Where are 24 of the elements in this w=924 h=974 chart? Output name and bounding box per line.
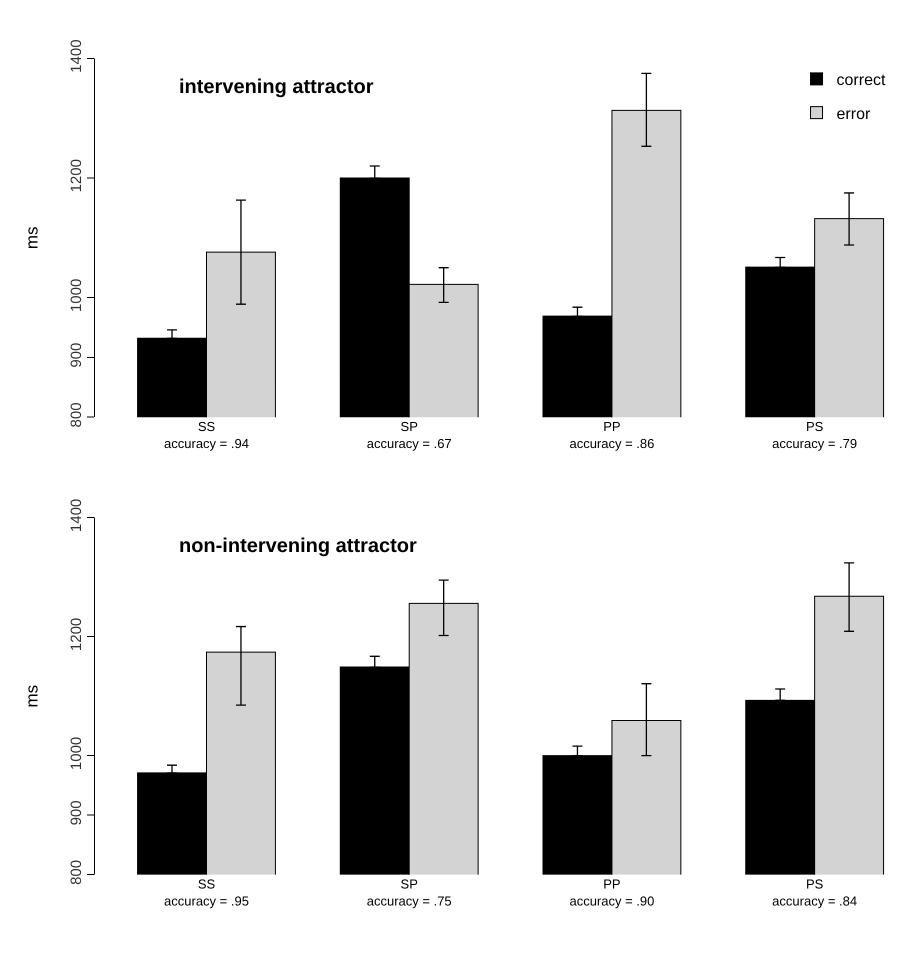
x-tick-label: PS accuracy = .84 — [772, 876, 858, 909]
y-tick-label: 1200 — [68, 159, 85, 192]
x-tick-label: SP accuracy = .67 — [366, 419, 452, 452]
y-tick-label: 1400 — [68, 498, 85, 532]
x-tick-label: PS accuracy = .79 — [772, 419, 858, 452]
y-tick-label: 900 — [68, 342, 85, 368]
legend-label: error — [836, 106, 871, 123]
y-tick-label: 800 — [68, 402, 85, 428]
x-tick-label: PP accuracy = .86 — [569, 419, 654, 452]
legend-label: correct — [836, 72, 886, 90]
x-tick-label: SS accuracy = .95 — [164, 876, 249, 909]
text: intervening attractor — [179, 76, 374, 98]
x-tick-label: SP accuracy = .75 — [366, 876, 452, 909]
y-tick-label: 1000 — [68, 736, 85, 770]
y-tick-label: 1000 — [68, 278, 85, 312]
y-axis-title: ms — [22, 226, 42, 250]
y-axis-title: ms — [22, 684, 42, 708]
y-tick-label: 800 — [68, 860, 85, 885]
y-tick-label: 900 — [68, 800, 85, 826]
x-tick-label: PP accuracy = .90 — [569, 876, 654, 909]
x-tick-label: SS accuracy = .94 — [164, 419, 249, 452]
text: non-intervening attractor — [179, 535, 418, 557]
y-tick-label: 1400 — [68, 39, 85, 73]
y-tick-label: 1200 — [68, 618, 85, 652]
